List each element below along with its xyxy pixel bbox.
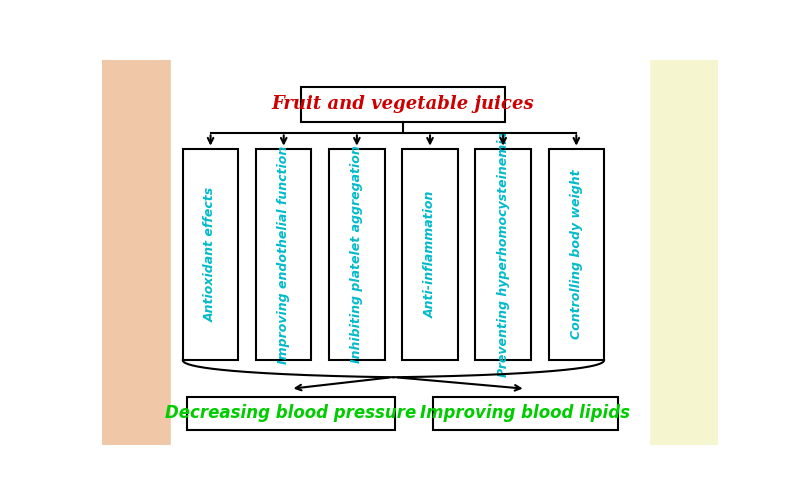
FancyBboxPatch shape — [475, 148, 531, 360]
Text: Antioxidant effects: Antioxidant effects — [204, 187, 217, 322]
FancyBboxPatch shape — [183, 148, 238, 360]
Bar — [649, 60, 718, 445]
Text: Improving blood lipids: Improving blood lipids — [421, 404, 630, 422]
Text: Fruit and vegetable juices: Fruit and vegetable juices — [271, 96, 534, 114]
Text: Controlling body weight: Controlling body weight — [570, 170, 583, 339]
Bar — [102, 60, 171, 445]
FancyBboxPatch shape — [301, 87, 505, 122]
FancyBboxPatch shape — [186, 398, 394, 430]
Text: Inhibiting platelet aggregation: Inhibiting platelet aggregation — [350, 146, 363, 364]
Bar — [171, 60, 649, 445]
FancyBboxPatch shape — [402, 148, 458, 360]
Text: Improving endothelial function: Improving endothelial function — [278, 146, 290, 364]
Text: Anti-inflammation: Anti-inflammation — [423, 190, 437, 318]
FancyBboxPatch shape — [256, 148, 311, 360]
FancyBboxPatch shape — [329, 148, 385, 360]
FancyBboxPatch shape — [549, 148, 604, 360]
Text: Decreasing blood pressure: Decreasing blood pressure — [165, 404, 416, 422]
Text: Preventing hyperhomocysteinemia: Preventing hyperhomocysteinemia — [497, 132, 510, 378]
FancyBboxPatch shape — [433, 398, 618, 430]
